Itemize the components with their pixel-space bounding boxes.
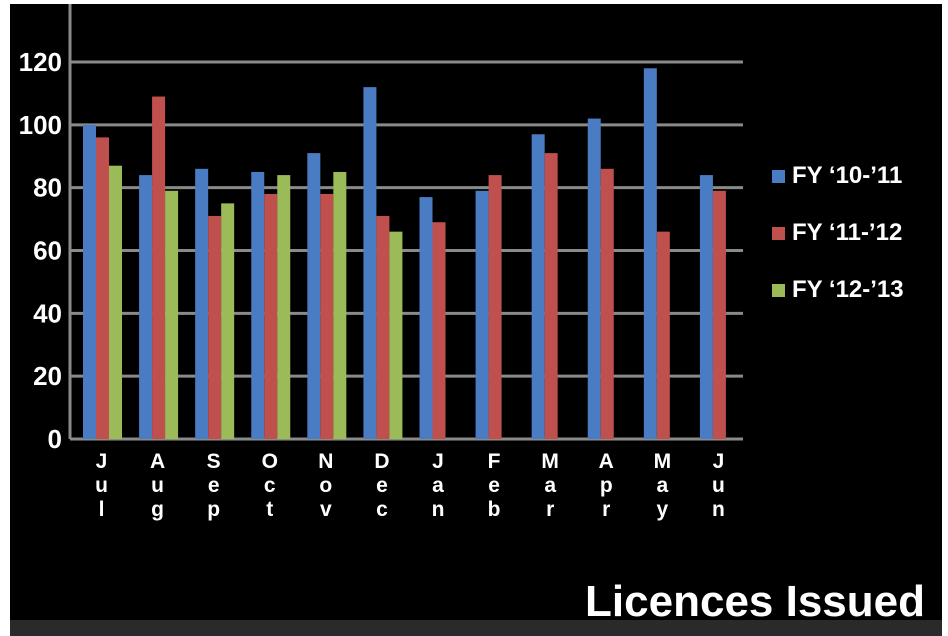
bar-fy-10-11-may bbox=[643, 68, 657, 440]
bar-fy-12-13-oct bbox=[277, 175, 291, 439]
bar-fy-11-12-apr bbox=[600, 168, 614, 440]
chart-title: Licences Issued bbox=[585, 577, 925, 620]
bar-fy-11-12-dec bbox=[376, 215, 390, 439]
bar-fy-10-11-aug bbox=[139, 175, 153, 439]
y-axis-ticks: 0 20 40 60 80 100 120 bbox=[19, 47, 62, 454]
bar-fy-11-12-jan bbox=[432, 222, 446, 439]
bar-fy-12-13-sep bbox=[221, 203, 235, 439]
bar-fy-10-11-jun bbox=[699, 175, 713, 439]
bar-fy-10-11-dec bbox=[363, 87, 377, 439]
gridlines bbox=[70, 60, 743, 378]
legend-swatch bbox=[772, 227, 785, 240]
bar-fy-11-12-feb bbox=[488, 175, 502, 439]
bar-fy-11-12-sep bbox=[208, 215, 222, 439]
legend-label: FY ‘12-’13 bbox=[792, 276, 904, 303]
legend-label: FY ‘10-’11 bbox=[792, 162, 902, 189]
bar-fy-11-12-oct bbox=[264, 193, 278, 439]
y-tick-label: 100 bbox=[19, 110, 62, 140]
y-tick-label: 120 bbox=[19, 47, 62, 77]
bar-fy-10-11-jul bbox=[83, 124, 96, 439]
axes bbox=[68, 4, 743, 441]
legend-swatch bbox=[772, 284, 785, 297]
bars bbox=[83, 68, 726, 440]
bar-fy-10-11-nov bbox=[307, 153, 321, 439]
bar-fy-11-12-jul bbox=[96, 137, 109, 439]
legend: FY ‘10-’11 FY ‘11-’12 FY ‘12-’13 bbox=[772, 162, 904, 303]
bar-fy-10-11-oct bbox=[251, 171, 265, 440]
y-tick-label: 40 bbox=[33, 298, 62, 328]
bar-fy-11-12-nov bbox=[320, 193, 334, 439]
legend-label: FY ‘11-’12 bbox=[792, 219, 902, 246]
y-tick-label: 0 bbox=[48, 424, 62, 454]
bar-fy-12-13-dec bbox=[389, 231, 403, 439]
bar-fy-11-12-may bbox=[656, 231, 670, 439]
y-tick-label: 20 bbox=[33, 361, 62, 391]
bar-fy-12-13-aug bbox=[165, 190, 179, 439]
y-tick-label: 60 bbox=[33, 236, 62, 266]
bar-fy-12-13-nov bbox=[333, 171, 347, 440]
legend-swatch bbox=[772, 170, 785, 183]
bar-fy-10-11-apr bbox=[587, 118, 601, 440]
bar-fy-10-11-jan bbox=[419, 197, 433, 439]
bar-fy-11-12-aug bbox=[152, 96, 166, 439]
bar-fy-11-12-mar bbox=[544, 153, 558, 439]
bottom-strip bbox=[10, 620, 942, 636]
bar-fy-10-11-mar bbox=[531, 134, 545, 439]
y-tick-label: 80 bbox=[33, 173, 62, 203]
bar-fy-11-12-jun bbox=[712, 190, 726, 439]
bar-fy-10-11-feb bbox=[475, 190, 489, 439]
bar-fy-12-13-jul bbox=[109, 165, 122, 440]
bar-fy-10-11-sep bbox=[195, 168, 209, 440]
